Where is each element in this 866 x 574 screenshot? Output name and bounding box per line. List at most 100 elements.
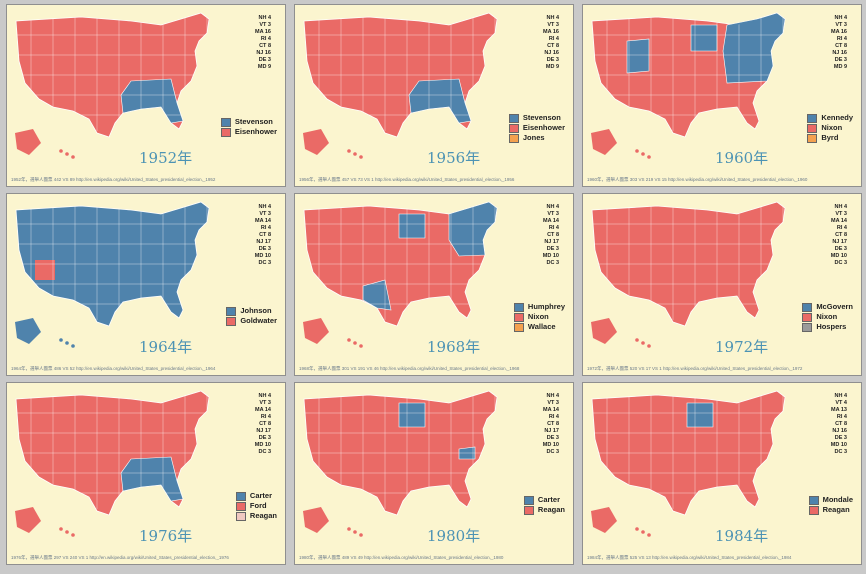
legend-label: Goldwater — [240, 316, 277, 325]
election-panel-5: NH 4 VT 3 MA 14 RI 4 CT 8 NJ 17 DE 3 MD 10 DC 3 H… — [294, 193, 574, 376]
legend-entry: Nixon — [802, 312, 853, 322]
northeast-labels: NH 4 VT 4 MA 13 RI 4 CT 8 NJ 16 DE 3 MD 10 DC 3 — [831, 393, 847, 456]
hawaii-island — [359, 344, 363, 348]
hawaii-island — [635, 338, 639, 342]
state-label: MA 14 — [543, 218, 559, 224]
legend-label: Stevenson — [522, 113, 561, 122]
us-map — [303, 12, 498, 159]
alaska-shape — [303, 507, 329, 533]
state-label: RI 4 — [548, 36, 559, 42]
state-label: DE 3 — [834, 246, 847, 252]
legend-swatch — [235, 501, 246, 511]
legend-entry: Jones — [508, 133, 565, 143]
us-map — [15, 390, 210, 537]
legend-entry: Humphrey — [513, 302, 565, 312]
state-label: CT 8 — [835, 421, 847, 427]
state-label: VT 3 — [835, 22, 847, 28]
state-label: NJ 17 — [544, 428, 559, 434]
state-label: RI 4 — [836, 414, 847, 420]
state-label: DC 3 — [546, 260, 559, 266]
legend: Carter Reagan — [523, 495, 565, 515]
legend-swatch — [513, 322, 524, 332]
hawaii-island — [65, 530, 69, 534]
state-label: DC 3 — [546, 449, 559, 455]
hawaii-island — [71, 344, 75, 348]
state-label: DE 3 — [258, 435, 271, 441]
state-label: RI 4 — [836, 225, 847, 231]
state-label: MD 9 — [833, 64, 847, 70]
state-label: DE 3 — [546, 435, 559, 441]
legend-entry: Reagan — [523, 505, 565, 515]
legend-entry: Reagan — [808, 505, 853, 515]
state-label: DE 3 — [258, 57, 271, 63]
state-label: DE 3 — [546, 57, 559, 63]
state-label: CT 8 — [259, 43, 271, 49]
year-label: 1980年 — [427, 527, 481, 545]
hawaii-island — [59, 527, 63, 531]
legend-swatch — [235, 511, 246, 521]
legend-label: Eisenhower — [522, 123, 565, 132]
year-label: 1968年 — [427, 338, 481, 356]
legend-entry: Ford — [235, 501, 277, 511]
caption-text: 1952年，選舉人團票 442 VS 89 http://en.wikipedi… — [11, 177, 216, 182]
legend-label: Carter — [537, 495, 560, 504]
state-label: VT 3 — [259, 400, 271, 406]
alaska-shape — [591, 318, 617, 344]
legend-swatch — [235, 491, 246, 501]
legend-swatch — [807, 133, 818, 143]
state-label: MA 16 — [831, 29, 847, 35]
legend-entry: Carter — [235, 491, 277, 501]
hawaii-island — [347, 149, 351, 153]
state-label: DE 3 — [258, 246, 271, 252]
hawaii-island — [65, 341, 69, 345]
state-label: MD 10 — [542, 442, 559, 448]
legend-swatch — [807, 123, 818, 133]
state-label: CT 8 — [259, 232, 271, 238]
election-panel-1: NH 4 VT 3 MA 16 RI 4 CT 8 NJ 16 DE 3 MD 9 Steven… — [6, 4, 286, 187]
legend-label: Byrd — [821, 133, 839, 142]
legend-swatch — [508, 133, 519, 143]
legend-entry: Byrd — [807, 133, 853, 143]
legend-swatch — [802, 322, 813, 332]
state-label: NH 4 — [834, 393, 847, 399]
legend-entry: Mondale — [808, 495, 853, 505]
state-label: CT 8 — [259, 421, 271, 427]
alaska-shape — [303, 318, 329, 344]
state-label: RI 4 — [548, 225, 559, 231]
legend-swatch — [523, 505, 534, 515]
state-label: MA 14 — [255, 407, 271, 413]
legend-label: Stevenson — [234, 117, 273, 126]
legend: Humphrey Nixon Wallace — [513, 302, 565, 332]
legend-entry: Nixon — [807, 123, 853, 133]
legend: McGovern Nixon Hospers — [802, 302, 853, 332]
hawaii-island — [353, 341, 357, 345]
state-label: NJ 17 — [256, 428, 271, 434]
state-label: NJ 16 — [544, 50, 559, 56]
caption-text: 1960年，選舉人團票 303 VS 219 VS 15 http://en.w… — [587, 177, 808, 182]
year-label: 1976年 — [139, 527, 193, 545]
legend-label: Reagan — [249, 511, 277, 520]
state-label: VT 3 — [547, 22, 559, 28]
hawaii-island — [359, 533, 363, 537]
caption-text: 1984年，選舉人團票 525 VS 13 http://en.wikipedi… — [587, 555, 792, 560]
state-label: NH 4 — [258, 393, 271, 399]
legend-swatch — [226, 316, 237, 326]
legend-swatch — [220, 117, 231, 127]
state-label: DE 3 — [834, 435, 847, 441]
state-label: MD 10 — [830, 442, 847, 448]
alaska-shape — [303, 129, 329, 155]
year-label: 1956年 — [427, 149, 481, 167]
legend-label: Nixon — [527, 312, 549, 321]
legend-label: Johnson — [240, 306, 272, 315]
hawaii-island — [635, 149, 639, 153]
state-label: CT 8 — [547, 232, 559, 238]
state-label: MA 14 — [543, 407, 559, 413]
hawaii-island — [353, 530, 357, 534]
hawaii-island — [71, 533, 75, 537]
legend-entry: Eisenhower — [220, 127, 277, 137]
legend-entry: Stevenson — [508, 113, 565, 123]
state-label: VT 3 — [547, 211, 559, 217]
caption-text: 1976年，選舉人團票 297 VS 240 VS 1 http://en.wi… — [11, 555, 229, 560]
legend-label: Wallace — [527, 322, 556, 331]
hawaii-island — [641, 152, 645, 156]
